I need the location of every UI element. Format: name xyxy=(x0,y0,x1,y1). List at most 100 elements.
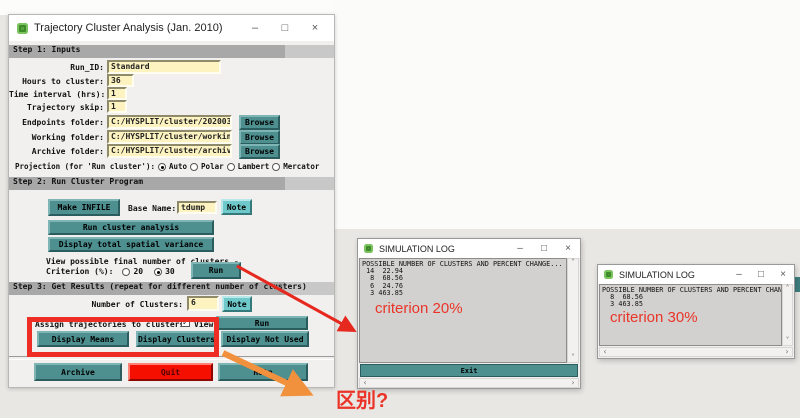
hours-to-cluster-input[interactable]: 36 xyxy=(107,74,134,87)
criterion-label: Criterion (%): xyxy=(46,267,114,276)
browse-archive-button[interactable]: Browse xyxy=(239,144,280,159)
log1-vertical-scrollbar[interactable]: ˄ ˅ xyxy=(567,258,579,363)
annotation-criterion-30: criterion 30% xyxy=(610,309,698,326)
log2-vertical-scrollbar[interactable]: ˄ ˅ xyxy=(782,284,793,346)
annotation-criterion-20: criterion 20% xyxy=(375,300,463,317)
simulation-log-window-2: SIMULATION LOG – □ × POSSIBLE NUMBER OF … xyxy=(597,264,795,359)
projection-row: Projection (for 'Run cluster'): Auto Pol… xyxy=(15,161,331,173)
endpoints-folder-input[interactable]: C:/HYSPLIT/cluster/202003 xyxy=(107,115,232,129)
log1-minimize-icon[interactable]: – xyxy=(517,243,523,254)
num-clusters-label: Number of Clusters: xyxy=(91,300,183,309)
maximize-icon[interactable]: □ xyxy=(281,22,289,34)
working-folder-input[interactable]: C:/HYSPLIT/cluster/working xyxy=(107,130,232,144)
log-line: 6 24.76 xyxy=(362,281,403,290)
browse-working-button[interactable]: Browse xyxy=(239,130,280,145)
num-clusters-input[interactable]: 6 xyxy=(187,296,219,311)
note-button-step3[interactable]: Note xyxy=(222,296,252,312)
app-icon xyxy=(17,22,28,34)
log2-close-icon[interactable]: × xyxy=(780,269,786,280)
log2-minimize-icon[interactable]: – xyxy=(736,269,742,280)
radio-label-polar[interactable]: Polar xyxy=(201,162,224,171)
log1-text-area[interactable]: POSSIBLE NUMBER OF CLUSTERS AND PERCENT … xyxy=(359,258,567,363)
radio-label-auto[interactable]: Auto xyxy=(168,162,188,171)
base-name-label: Base Name: xyxy=(128,204,177,213)
radio-projection-mercator[interactable] xyxy=(272,163,281,171)
log-line: 3 463.85 xyxy=(362,288,403,297)
scroll-down-icon[interactable]: ˅ xyxy=(785,336,790,345)
radio-label-mercator[interactable]: Mercator xyxy=(283,162,320,171)
display-not-used-button[interactable]: Display Not Used xyxy=(221,331,309,347)
note-button-step2[interactable]: Note xyxy=(221,199,252,215)
log-line: 8 68.56 xyxy=(602,293,643,302)
scroll-up-icon[interactable]: ˄ xyxy=(785,284,790,293)
log2-maximize-icon[interactable]: □ xyxy=(757,269,765,280)
archive-button[interactable]: Archive xyxy=(34,363,122,381)
radio-criterion-30[interactable] xyxy=(154,268,163,276)
radio-criterion-20[interactable] xyxy=(122,268,131,276)
field-label-endpoints: Endpoints folder: xyxy=(22,118,104,127)
log-line: POSSIBLE NUMBER OF CLUSTERS AND PERCENT … xyxy=(362,260,563,268)
highlight-rectangle xyxy=(27,317,219,357)
radio-label-20[interactable]: 20 xyxy=(133,267,144,276)
title-bar[interactable]: Trajectory Cluster Analysis (Jan. 2010) … xyxy=(9,15,334,41)
radio-label-lambert[interactable]: Lambert xyxy=(237,162,270,171)
step3-header: Step 3: Get Results (repeat for differen… xyxy=(9,282,334,295)
log2-horizontal-scrollbar[interactable]: ‹ › xyxy=(599,347,793,357)
field-label-skip: Trajectory skip: xyxy=(26,103,104,112)
view-checkbox-label[interactable]: View xyxy=(194,320,214,329)
radio-projection-lambert[interactable] xyxy=(226,163,235,171)
log1-app-icon xyxy=(364,244,373,253)
scroll-right-icon[interactable]: › xyxy=(785,347,789,356)
scroll-down-icon[interactable]: ˅ xyxy=(571,353,575,362)
quit-button[interactable]: Quit xyxy=(128,363,213,381)
field-label-hours: Hours to cluster: xyxy=(22,77,104,86)
run-id-input[interactable]: Standard xyxy=(107,60,221,74)
time-interval-input[interactable]: 1 xyxy=(107,87,127,100)
log2-app-icon xyxy=(604,270,613,279)
scroll-left-icon[interactable]: ‹ xyxy=(603,347,607,356)
scroll-up-icon[interactable]: ˄ xyxy=(571,258,575,267)
step1-header: Step 1: Inputs xyxy=(9,45,334,58)
help-button[interactable]: Help xyxy=(218,363,308,381)
background-panel-right xyxy=(333,0,800,229)
radio-projection-auto[interactable] xyxy=(157,163,166,171)
scroll-left-icon[interactable]: ‹ xyxy=(363,378,367,387)
projection-label: Projection (for 'Run cluster'): xyxy=(15,162,155,171)
log1-exit-button[interactable]: Exit xyxy=(360,364,578,377)
log2-text-area[interactable]: POSSIBLE NUMBER OF CLUSTERS AND PERCENT … xyxy=(599,284,782,346)
log1-horizontal-scrollbar[interactable]: ‹ › xyxy=(359,378,579,388)
log2-title-bar[interactable]: SIMULATION LOG – □ × xyxy=(598,265,794,284)
field-label-run-id: Run_ID: xyxy=(70,63,104,72)
archive-folder-input[interactable]: C:/HYSPLIT/cluster/archive xyxy=(107,144,232,158)
make-infile-button[interactable]: Make INFILE xyxy=(48,199,120,216)
close-icon[interactable]: × xyxy=(311,22,319,34)
log-line: POSSIBLE NUMBER OF CLUSTERS AND PERCENT … xyxy=(602,286,782,294)
trajectory-skip-input[interactable]: 1 xyxy=(107,100,127,113)
minimize-icon[interactable]: – xyxy=(251,22,259,34)
log1-window-title: SIMULATION LOG xyxy=(379,243,455,254)
log1-title-bar[interactable]: SIMULATION LOG – □ × xyxy=(358,239,580,258)
base-name-input[interactable]: tdump xyxy=(177,201,217,214)
assign-trajectories-label: Assign trajectories to clusters: xyxy=(35,320,190,329)
window-title: Trajectory Cluster Analysis (Jan. 2010) xyxy=(34,22,223,34)
step2-header: Step 2: Run Cluster Program xyxy=(9,177,334,190)
simulation-log-window-1: SIMULATION LOG – □ × POSSIBLE NUMBER OF … xyxy=(357,238,581,389)
criterion-row: Criterion (%): 20 30 xyxy=(46,266,175,278)
run-cluster-analysis-button[interactable]: Run cluster analysis xyxy=(48,220,214,235)
annotation-question: 区别? xyxy=(336,390,389,412)
radio-label-30[interactable]: 30 xyxy=(165,267,175,276)
radio-projection-polar[interactable] xyxy=(190,163,199,171)
log-line: 3 463.85 xyxy=(602,300,643,309)
run-assign-button[interactable]: Run xyxy=(216,316,308,330)
log-line: 14 22.94 xyxy=(362,267,403,276)
run-criterion-button[interactable]: Run xyxy=(191,262,241,279)
display-total-spatial-variance-button[interactable]: Display total spatial variance xyxy=(48,237,214,252)
log1-maximize-icon[interactable]: □ xyxy=(540,243,548,254)
scroll-right-icon[interactable]: › xyxy=(571,378,575,387)
browse-endpoints-button[interactable]: Browse xyxy=(239,115,280,130)
display-means-button[interactable]: Display Means xyxy=(37,331,129,347)
log1-close-icon[interactable]: × xyxy=(565,243,571,254)
field-label-working: Working folder: xyxy=(31,133,104,142)
field-label-interval: Time interval (hrs): xyxy=(9,90,106,99)
